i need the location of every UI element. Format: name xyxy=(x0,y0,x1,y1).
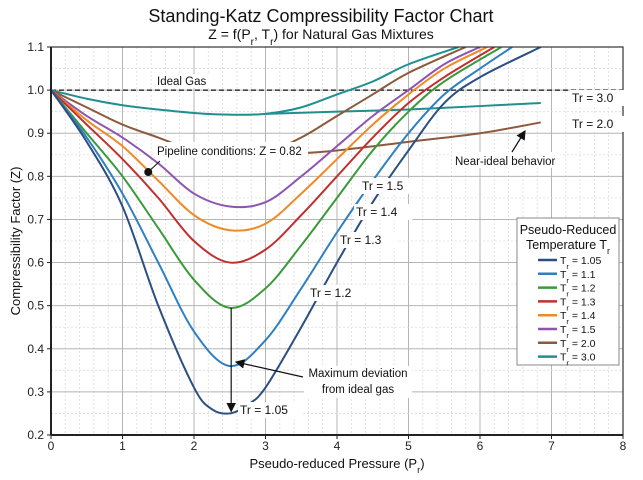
chart-subtitle: Z = f(Pr, Tr) for Natural Gas Mixtures xyxy=(208,26,433,48)
axes: 0 1 2 3 4 5 6 7 8 0.2 0.3 0.4 0.5 0.6 0.7 0.8 0.9 1.0 1.1 S… xyxy=(8,6,627,475)
legend-entry-label: Tr = 1.3 xyxy=(560,296,596,312)
curve-label-bg xyxy=(308,285,367,301)
x-tick-label: 8 xyxy=(620,439,627,453)
near-ideal-label: Near-ideal behavior xyxy=(455,156,556,168)
y-tick-label: 1.0 xyxy=(27,83,44,97)
pipeline-label: Pipeline conditions: Z = 0.82 xyxy=(157,146,302,158)
x-tick-label: 5 xyxy=(405,439,412,453)
chart-title: Standing-Katz Compressibility Factor Cha… xyxy=(148,6,493,26)
curve-label-bg xyxy=(570,116,629,132)
near-ideal-arrow xyxy=(511,129,526,153)
y-tick-label: 1.1 xyxy=(27,40,44,54)
series-line-tr-1-3 xyxy=(51,47,495,264)
curve-label: Tr = 1.5 xyxy=(362,179,404,193)
legend-title-line2: Temperature Tr xyxy=(526,238,610,256)
series-line-tr-3-0 xyxy=(51,47,459,116)
x-tick-label: 6 xyxy=(477,439,484,453)
x-axis-label: Pseudo-reduced Pressure (Pr) xyxy=(249,456,424,475)
max-deviation-arrow xyxy=(234,359,304,378)
ideal-gas-label-bg xyxy=(154,74,210,88)
series-line-tr-1-1 xyxy=(51,47,513,368)
legend-entry-label: Tr = 2.0 xyxy=(560,338,596,354)
x-tick-label: 7 xyxy=(548,439,555,453)
x-tick-label: 2 xyxy=(191,439,198,453)
near-ideal-bg xyxy=(452,152,560,168)
max-deviation-label: Maximum deviation xyxy=(308,368,407,380)
max-deviation-bg xyxy=(304,366,412,398)
curve-label: Tr = 1.4 xyxy=(356,205,398,219)
legend-entry-label: Tr = 1.2 xyxy=(560,283,596,299)
x-tick-label: 3 xyxy=(262,439,269,453)
x-tick-label: 0 xyxy=(48,439,55,453)
max-deviation-label: from ideal gas xyxy=(322,384,394,396)
y-tick-label: 0.8 xyxy=(27,169,44,183)
y-tick-label: 0.2 xyxy=(27,428,44,442)
legend-entry-label: Tr = 1.5 xyxy=(560,324,596,340)
y-tick-label: 0.5 xyxy=(27,299,44,313)
series-line-tr-1-05 xyxy=(51,47,542,415)
legend-title-line1: Pseudo-Reduced xyxy=(520,223,617,237)
curve-label: Tr = 3.0 xyxy=(572,91,614,105)
pipeline-label-bg xyxy=(154,142,308,158)
curve-label-bg xyxy=(238,402,304,418)
curve-label: Tr = 1.3 xyxy=(340,233,382,247)
pipeline-point-marker xyxy=(144,168,153,177)
annotations: Ideal Gas Pipeline conditions: Z = 0.82 Ne… xyxy=(144,74,560,413)
series-branch-tr-3-0 xyxy=(265,102,541,115)
curves xyxy=(51,47,623,415)
x-tick-label: 4 xyxy=(334,439,341,453)
y-axis-label: Compressibility Factor (Z) xyxy=(8,167,23,316)
curve-label-bg xyxy=(354,204,413,220)
y-tick-label: 0.3 xyxy=(27,385,44,399)
curve-label: Tr = 1.05 xyxy=(240,403,288,417)
x-tick-label: 1 xyxy=(119,439,126,453)
curve-label-bg xyxy=(360,178,419,194)
ideal-gas-label: Ideal Gas xyxy=(157,76,206,88)
curve-labels: Tr = 3.0Tr = 2.0Tr = 1.5Tr = 1.4Tr = 1.3… xyxy=(238,90,629,418)
legend-box xyxy=(516,217,620,366)
legend-entry-label: Tr = 1.05 xyxy=(560,255,602,271)
y-tick-label: 0.9 xyxy=(27,126,44,140)
series-line-tr-1-4 xyxy=(51,47,488,232)
curve-label: Tr = 1.2 xyxy=(310,286,352,300)
legend-entry-label: Tr = 3.0 xyxy=(560,352,596,368)
curve-label-bg xyxy=(570,90,629,106)
curve-label: Tr = 2.0 xyxy=(572,117,614,131)
y-tick-label: 0.7 xyxy=(27,212,44,226)
y-tick-label: 0.6 xyxy=(27,256,44,270)
curve-label-bg xyxy=(338,232,397,248)
legend-entry-label: Tr = 1.4 xyxy=(560,310,596,326)
series-branch-tr-2-0 xyxy=(279,121,541,156)
y-tick-label: 0.4 xyxy=(27,342,44,356)
series-line-tr-1-5 xyxy=(51,47,481,209)
legend-entry-label: Tr = 1.1 xyxy=(560,269,596,285)
series-line-tr-1-2 xyxy=(51,47,502,309)
